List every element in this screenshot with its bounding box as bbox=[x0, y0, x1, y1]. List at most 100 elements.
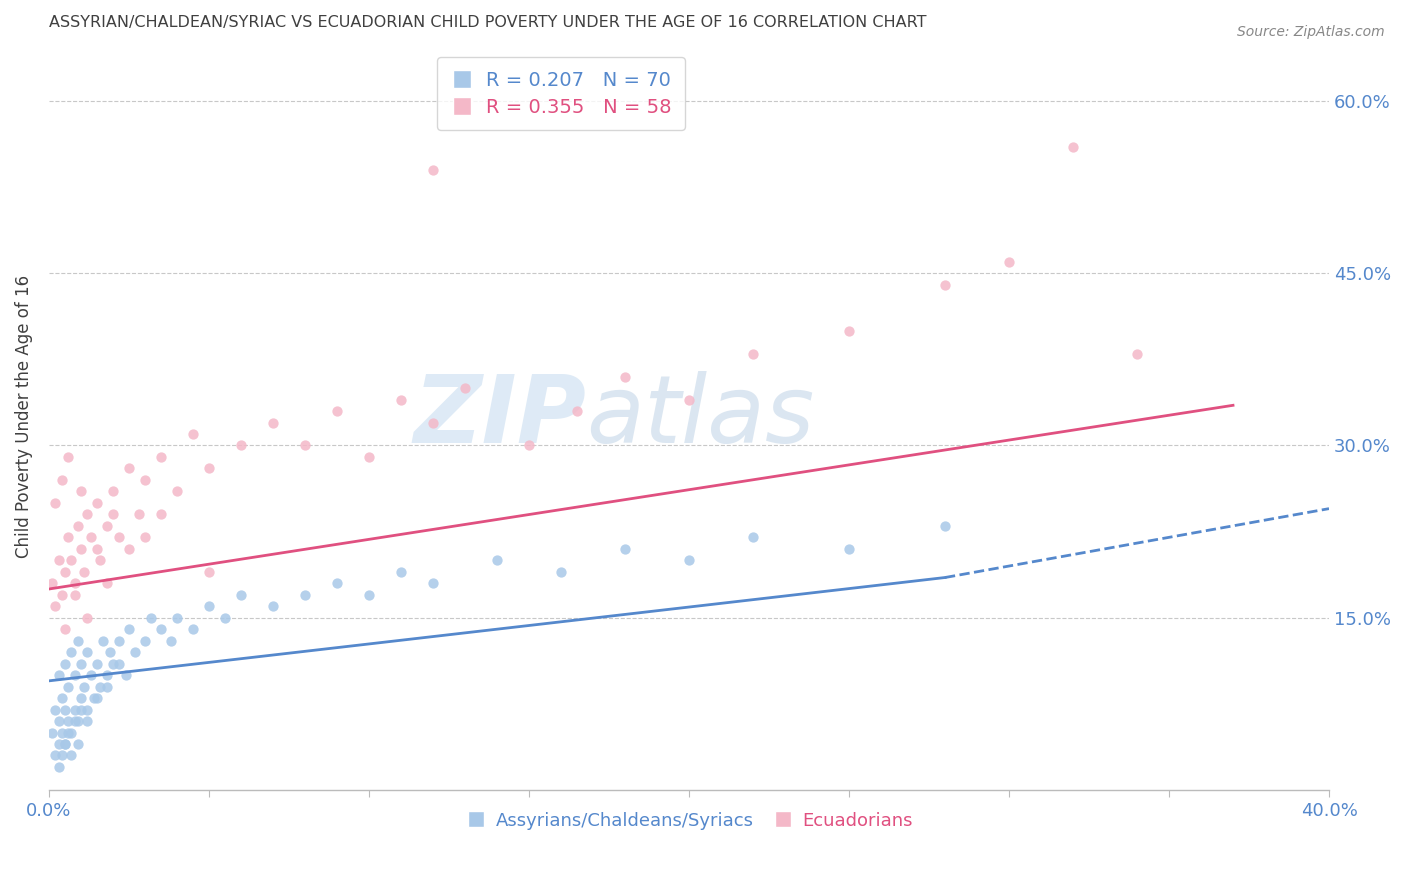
Point bbox=[76, 610, 98, 624]
Point bbox=[614, 369, 637, 384]
Point bbox=[159, 633, 181, 648]
Point bbox=[89, 553, 111, 567]
Point bbox=[229, 588, 252, 602]
Point bbox=[86, 691, 108, 706]
Point bbox=[742, 530, 765, 544]
Point bbox=[134, 530, 156, 544]
Point bbox=[181, 427, 204, 442]
Point bbox=[56, 450, 79, 464]
Point bbox=[56, 725, 79, 739]
Point bbox=[60, 748, 83, 763]
Point bbox=[96, 668, 118, 682]
Point bbox=[56, 714, 79, 728]
Point bbox=[70, 541, 93, 556]
Point bbox=[48, 553, 70, 567]
Point bbox=[422, 576, 444, 591]
Point bbox=[44, 599, 66, 614]
Point bbox=[294, 588, 316, 602]
Point bbox=[83, 691, 105, 706]
Point bbox=[149, 450, 172, 464]
Point bbox=[742, 346, 765, 360]
Point bbox=[118, 461, 141, 475]
Point bbox=[86, 541, 108, 556]
Point bbox=[44, 496, 66, 510]
Point bbox=[838, 541, 860, 556]
Point bbox=[66, 714, 89, 728]
Point bbox=[1062, 140, 1084, 154]
Point bbox=[389, 565, 412, 579]
Point bbox=[389, 392, 412, 407]
Point bbox=[614, 541, 637, 556]
Point bbox=[357, 588, 380, 602]
Point bbox=[66, 737, 89, 751]
Point bbox=[108, 657, 131, 671]
Point bbox=[76, 702, 98, 716]
Point bbox=[485, 553, 508, 567]
Point bbox=[48, 737, 70, 751]
Y-axis label: Child Poverty Under the Age of 16: Child Poverty Under the Age of 16 bbox=[15, 276, 32, 558]
Point bbox=[44, 748, 66, 763]
Point bbox=[422, 416, 444, 430]
Point bbox=[73, 680, 96, 694]
Point bbox=[89, 680, 111, 694]
Point bbox=[56, 680, 79, 694]
Point bbox=[63, 668, 86, 682]
Point bbox=[678, 392, 700, 407]
Point bbox=[53, 737, 76, 751]
Point bbox=[678, 553, 700, 567]
Point bbox=[76, 714, 98, 728]
Point bbox=[326, 576, 349, 591]
Point bbox=[262, 416, 284, 430]
Point bbox=[454, 381, 477, 395]
Legend: Assyrians/Chaldeans/Syriacs, Ecuadorians: Assyrians/Chaldeans/Syriacs, Ecuadorians bbox=[458, 805, 920, 837]
Point bbox=[44, 702, 66, 716]
Point bbox=[51, 748, 73, 763]
Point bbox=[114, 668, 136, 682]
Point bbox=[53, 565, 76, 579]
Point bbox=[70, 484, 93, 499]
Point bbox=[134, 633, 156, 648]
Point bbox=[108, 633, 131, 648]
Point bbox=[101, 484, 124, 499]
Point bbox=[63, 714, 86, 728]
Point bbox=[550, 565, 572, 579]
Point bbox=[51, 725, 73, 739]
Point bbox=[56, 530, 79, 544]
Text: ZIP: ZIP bbox=[413, 371, 586, 463]
Point bbox=[70, 702, 93, 716]
Point bbox=[422, 163, 444, 178]
Point bbox=[96, 519, 118, 533]
Point bbox=[214, 610, 236, 624]
Point bbox=[53, 737, 76, 751]
Point bbox=[166, 484, 188, 499]
Point bbox=[63, 588, 86, 602]
Point bbox=[96, 680, 118, 694]
Point bbox=[51, 473, 73, 487]
Text: ASSYRIAN/CHALDEAN/SYRIAC VS ECUADORIAN CHILD POVERTY UNDER THE AGE OF 16 CORRELA: ASSYRIAN/CHALDEAN/SYRIAC VS ECUADORIAN C… bbox=[49, 15, 927, 30]
Point bbox=[198, 565, 221, 579]
Point bbox=[1126, 346, 1149, 360]
Point bbox=[60, 553, 83, 567]
Point bbox=[294, 438, 316, 452]
Point bbox=[53, 657, 76, 671]
Point bbox=[63, 702, 86, 716]
Point bbox=[149, 622, 172, 636]
Point bbox=[181, 622, 204, 636]
Point bbox=[51, 588, 73, 602]
Point bbox=[76, 645, 98, 659]
Point bbox=[48, 714, 70, 728]
Point bbox=[998, 254, 1021, 268]
Point bbox=[118, 622, 141, 636]
Point bbox=[73, 565, 96, 579]
Text: atlas: atlas bbox=[586, 371, 815, 462]
Point bbox=[70, 657, 93, 671]
Point bbox=[70, 691, 93, 706]
Point bbox=[41, 725, 63, 739]
Point bbox=[98, 645, 121, 659]
Text: Source: ZipAtlas.com: Source: ZipAtlas.com bbox=[1237, 25, 1385, 39]
Point bbox=[86, 657, 108, 671]
Point bbox=[101, 508, 124, 522]
Point bbox=[934, 277, 956, 292]
Point bbox=[53, 622, 76, 636]
Point bbox=[79, 530, 101, 544]
